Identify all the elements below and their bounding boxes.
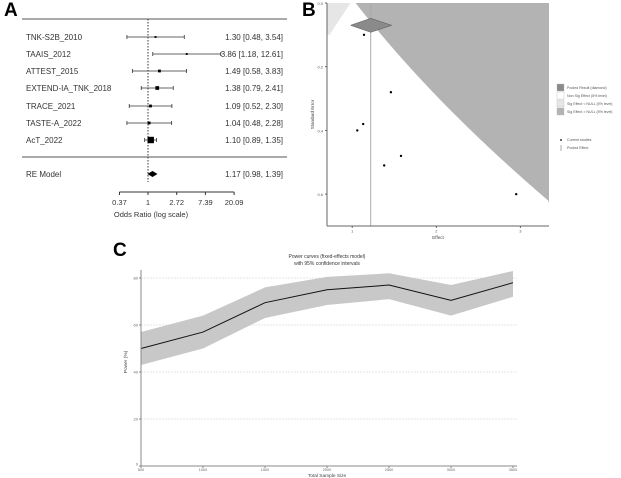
study-point [185, 53, 188, 55]
study-point [158, 69, 161, 73]
study-estimate: 1.49 [0.58, 3.83] [225, 67, 283, 76]
x-tick-label: 1000 [199, 468, 207, 472]
legend-swatch [556, 91, 565, 100]
y-tick-label: 0.4 [317, 128, 323, 133]
x-tick-label: 7.39 [198, 198, 213, 207]
x-tick-label: 2.72 [169, 198, 184, 207]
x-tick-label: 500 [138, 468, 144, 472]
legend-label: Non Sig Effect (5% level) [567, 94, 607, 98]
y-tick-label: 20 [134, 417, 139, 422]
pooled-diamond [349, 18, 393, 33]
legend-swatch [556, 83, 565, 92]
x-tick-label: 1 [146, 198, 150, 207]
plot-background [327, 3, 549, 226]
y-tick-label: 80 [134, 276, 139, 281]
study-point [382, 164, 386, 167]
y-tick-label: 0.2 [317, 65, 323, 70]
study-point [361, 122, 365, 126]
panel-label-c: C [113, 240, 127, 261]
study-label: TRACE_2021 [26, 102, 76, 111]
study-point [147, 136, 154, 144]
forest-plot: TNK-S2B_2010 1.30 [0.48, 3.54] TAAIS_2012 3… [22, 18, 287, 219]
y-axis-label: Standard Error [310, 99, 315, 129]
study-point [147, 121, 151, 125]
study-point [149, 104, 152, 108]
x-tick-label: 1500 [261, 468, 269, 472]
study-estimate: 1.04 [0.48, 2.28] [225, 119, 283, 128]
legend-label: Pooled Effect [567, 146, 588, 150]
study-point [362, 33, 366, 37]
study-label: TAAIS_2012 [26, 50, 71, 59]
x-axis-label: Total Sample Size [308, 473, 347, 478]
y-tick-label: 0.6 [317, 192, 323, 197]
panel-label-b: B [302, 0, 316, 21]
x-tick-label: 0.37 [112, 198, 127, 207]
y-tick-label: 60 [134, 323, 139, 328]
study-label: ATTEST_2015 [26, 67, 79, 76]
study-label: TNK-S2B_2010 [26, 33, 83, 42]
study-label: TASTE-A_2022 [26, 119, 82, 128]
study-estimate: 1.10 [0.89, 1.35] [225, 136, 283, 145]
x-tick-label: 20.09 [225, 198, 244, 207]
chart-title: Power curves (fixed-effects model) [289, 254, 366, 260]
study-estimate: 1.38 [0.79, 2.41] [225, 84, 283, 93]
legend-label: Sig Effect > NULL (5% level) [567, 110, 612, 114]
x-axis-label: Odds Ratio (log scale) [114, 210, 189, 219]
x-axis-label: Effect [432, 235, 444, 240]
study-point [389, 91, 393, 94]
legend-label: Current studies [567, 138, 592, 142]
study-point [515, 192, 518, 196]
x-tick-label: 3500 [509, 468, 517, 472]
summary-label: RE Model [26, 170, 61, 179]
y-tick-label: 0.0 [317, 1, 323, 6]
panel-label-a: A [4, 0, 18, 21]
x-tick-label: 3 [519, 229, 522, 234]
confidence-band [141, 270, 513, 365]
sig-less-region [327, 3, 351, 35]
summary-diamond [147, 171, 158, 177]
legend-point-marker [560, 139, 562, 141]
study-point [356, 129, 359, 132]
x-tick-label: 2500 [385, 468, 393, 472]
chart-subtitle: with 95% confidence intervals [294, 261, 360, 267]
legend-swatch [556, 107, 565, 116]
study-estimate: 1.30 [0.48, 3.54] [225, 33, 283, 42]
x-tick-label: 3000 [447, 468, 455, 472]
power-line [140, 282, 514, 349]
sig-greater-region [355, 3, 549, 226]
y-axis-label: Power (%) [123, 350, 129, 373]
study-estimate: 1.09 [0.52, 2.30] [225, 102, 283, 111]
x-tick-label: 2000 [323, 468, 331, 472]
study-label: EXTEND-IA_TNK_2018 [26, 84, 112, 93]
study-estimate: 3.86 [1.18, 12.61] [221, 50, 283, 59]
legend-swatch [556, 99, 565, 108]
x-tick-label: 1 [351, 229, 354, 234]
study-label: AcT_2022 [26, 136, 63, 145]
y-tick-label: 40 [134, 370, 139, 375]
legend-label: Sig Effect < NULL (5% level) [567, 102, 612, 106]
study-point [154, 36, 157, 38]
x-tick-label: 2 [435, 229, 438, 234]
study-point [155, 86, 160, 90]
summary-estimate: 1.17 [0.98, 1.39] [225, 170, 283, 179]
study-point [399, 154, 403, 158]
y-tick-label: 0 [136, 462, 139, 467]
legend-label: Pooled Result (diamond) [567, 86, 607, 90]
